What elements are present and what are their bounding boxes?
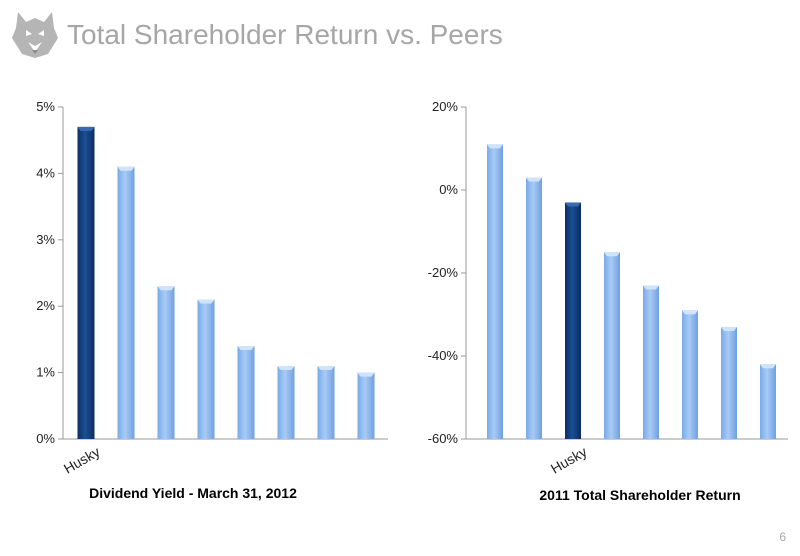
y-tick-label: 1% xyxy=(36,365,55,380)
bar xyxy=(197,299,215,439)
y-tick-label: 0% xyxy=(36,431,55,446)
page-title: Total Shareholder Return vs. Peers xyxy=(67,19,503,50)
y-tick-label: 2% xyxy=(36,298,55,313)
bar xyxy=(277,365,295,439)
bar xyxy=(487,144,503,439)
bar-cap xyxy=(487,144,503,149)
bar xyxy=(317,365,335,439)
bar xyxy=(643,285,659,439)
bar-cap xyxy=(526,177,542,182)
bar-cap xyxy=(77,126,95,131)
bar-cap xyxy=(565,202,581,207)
bar xyxy=(157,286,175,439)
slide-header: Total Shareholder Return vs. Peers xyxy=(0,0,800,70)
category-label: Husky xyxy=(548,443,590,476)
bar-cap xyxy=(721,326,737,331)
chart-title: 2011 Total Shareholder Return xyxy=(539,487,740,503)
category-label: Husky xyxy=(61,443,103,476)
y-tick-label: 5% xyxy=(36,99,55,114)
y-tick-label: -40% xyxy=(428,348,459,363)
bar xyxy=(117,166,135,439)
bar xyxy=(77,126,95,440)
page-number: 6 xyxy=(779,530,786,544)
bar-cap xyxy=(197,299,215,304)
bar-cap xyxy=(157,286,175,291)
y-tick-label: 0% xyxy=(439,182,458,197)
chart-1: 0% 1% 2% 3% 4% 5% Husky Dividend Yield - March … xyxy=(36,99,388,501)
y-tick-label: -60% xyxy=(428,431,459,446)
husky-dog-logo-icon xyxy=(12,12,58,58)
bar-cap xyxy=(357,372,375,377)
bar xyxy=(604,252,620,439)
bar-cap xyxy=(237,346,255,351)
y-tick-label: 20% xyxy=(432,99,458,114)
y-tick-label: 3% xyxy=(36,232,55,247)
bar xyxy=(721,326,737,439)
y-tick-label: -20% xyxy=(428,265,459,280)
bar xyxy=(357,372,375,439)
bar-cap xyxy=(682,310,698,315)
bar xyxy=(682,310,698,439)
bar-cap xyxy=(317,365,335,370)
chart-2: -60% -40% -20% 0% 20% Husky 2011 Total Shareho… xyxy=(428,99,788,503)
bar-cap xyxy=(277,365,295,370)
bar xyxy=(526,177,542,440)
bar xyxy=(760,364,776,439)
bar xyxy=(565,202,581,439)
bar xyxy=(237,346,255,439)
chart-title: Dividend Yield - March 31, 2012 xyxy=(89,485,297,501)
y-tick-label: 4% xyxy=(36,165,55,180)
bar-cap xyxy=(604,252,620,257)
bar-cap xyxy=(117,166,135,171)
bar-cap xyxy=(643,285,659,290)
bar-cap xyxy=(760,364,776,369)
